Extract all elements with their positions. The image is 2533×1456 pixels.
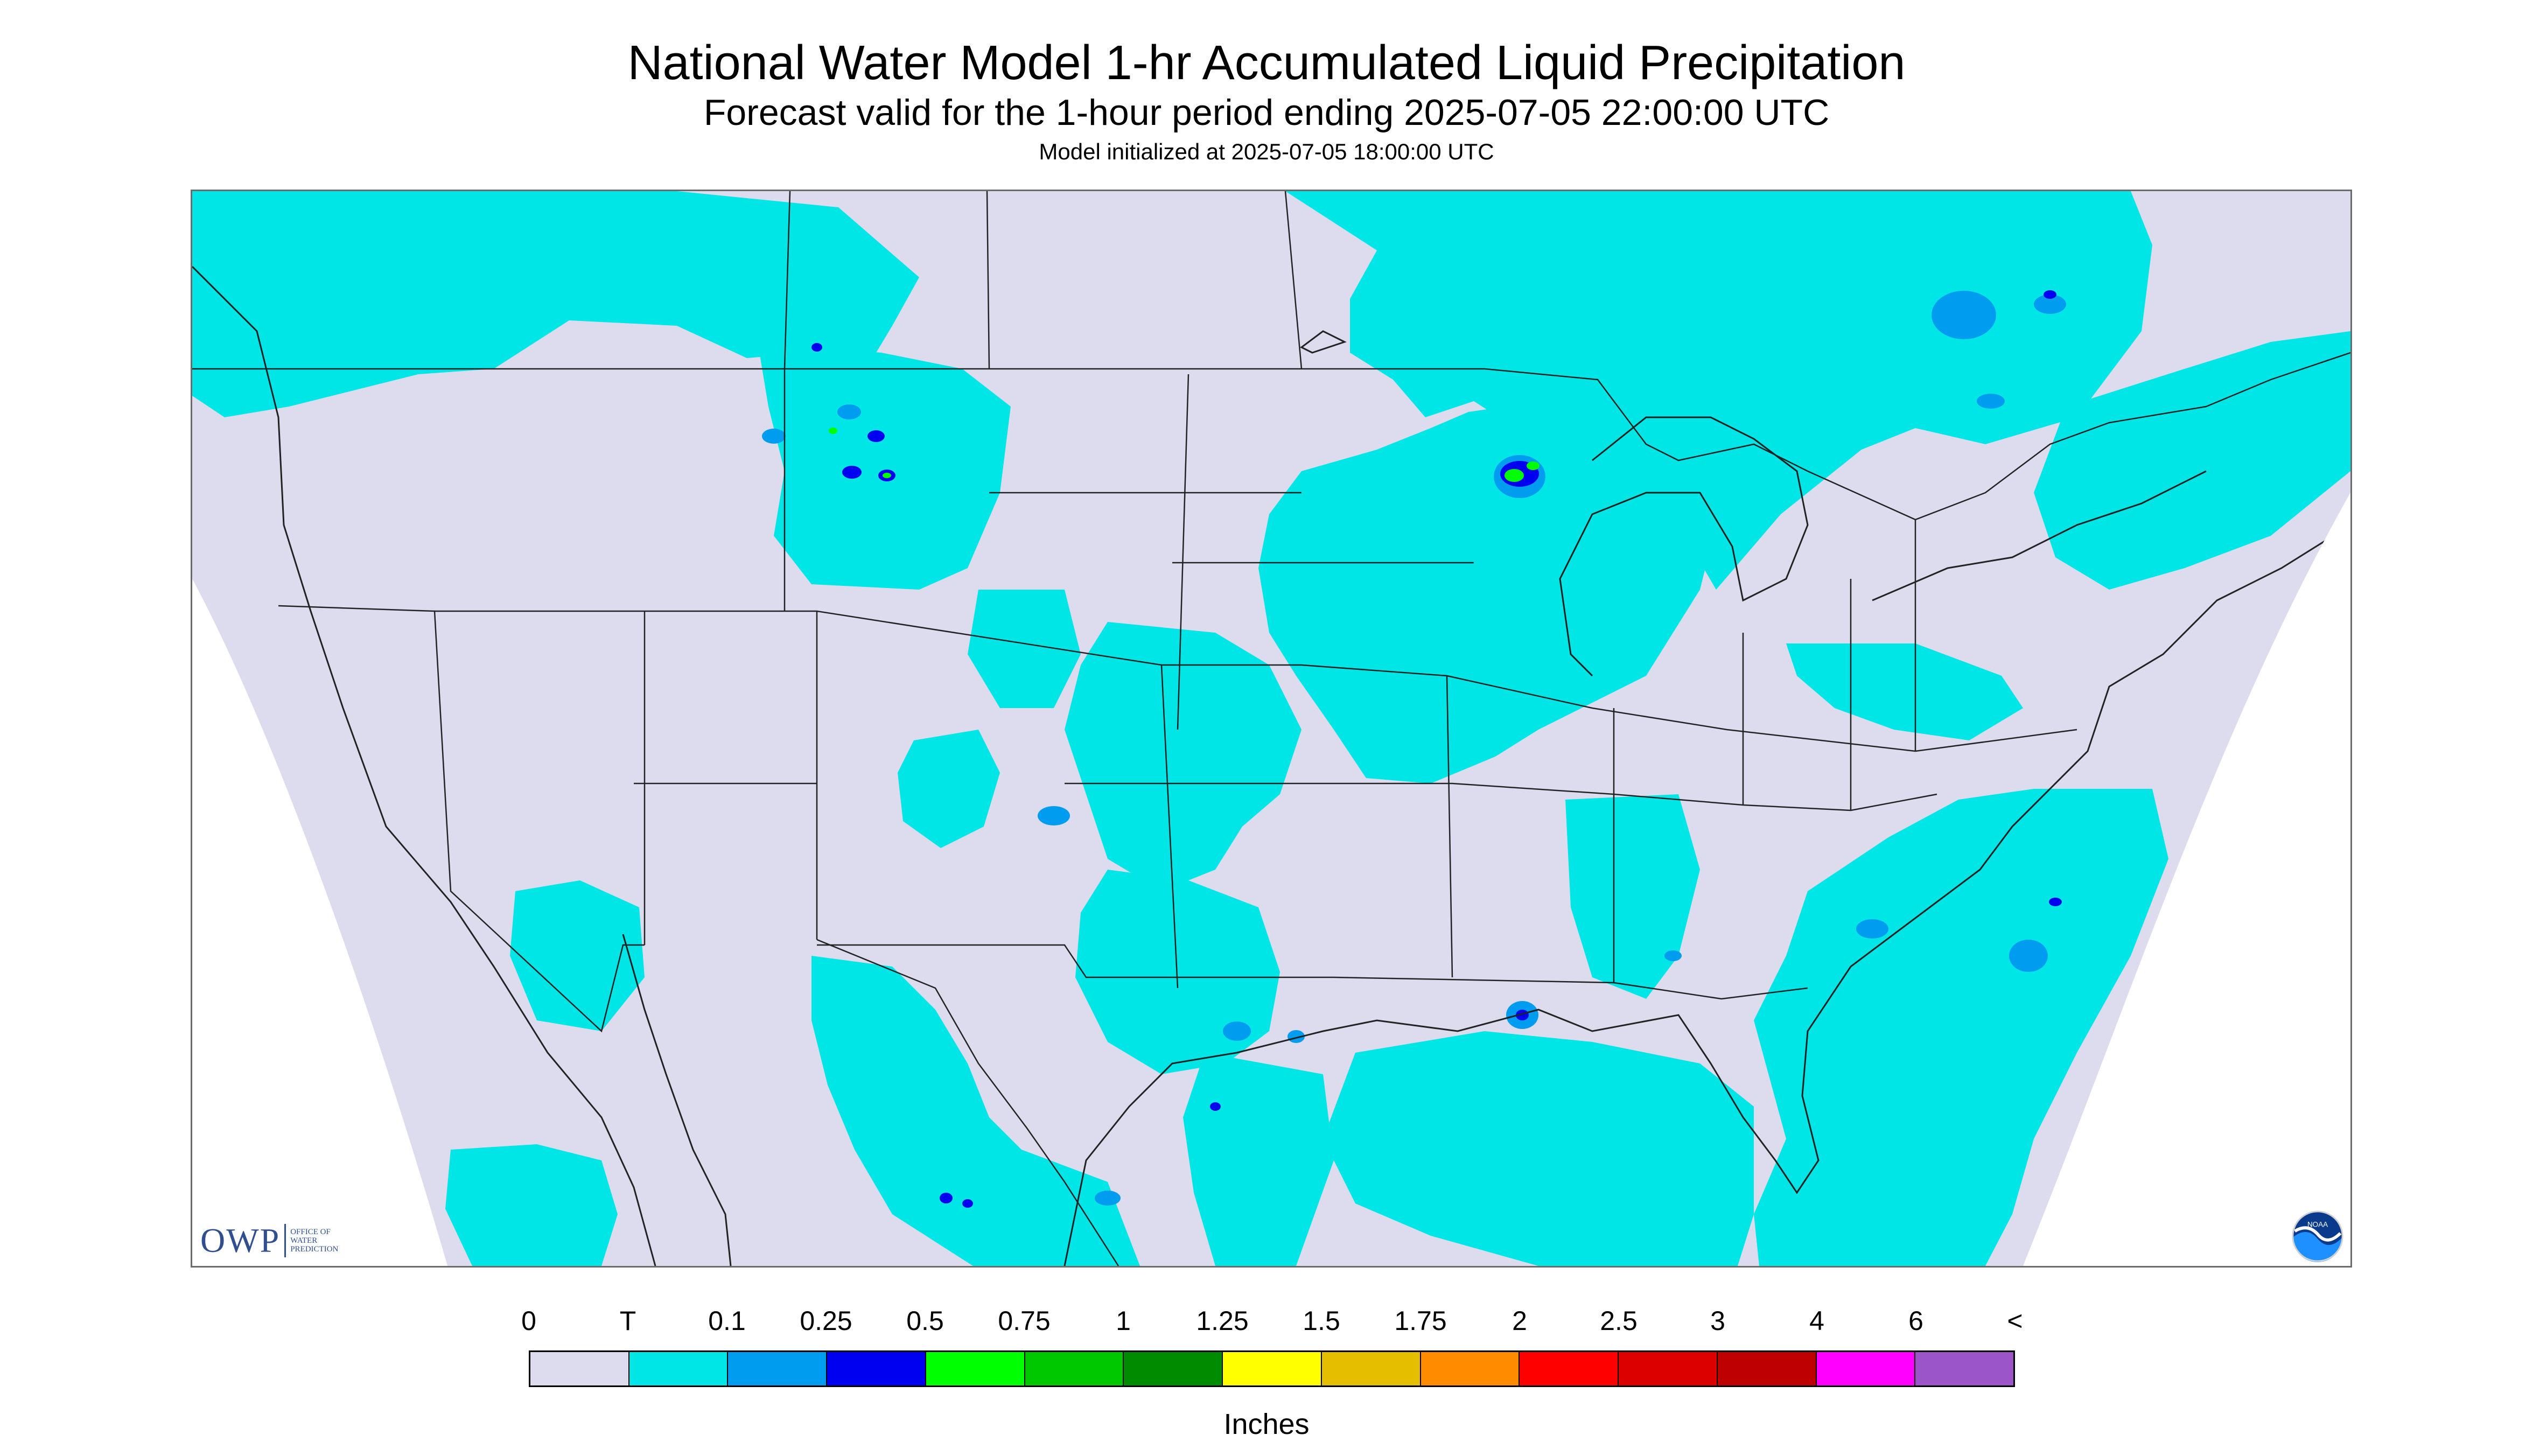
legend-swatch [728, 1352, 828, 1385]
legend-label: 2.5 [1600, 1306, 1638, 1336]
legend-units: Inches [1223, 1408, 1310, 1440]
legend-label: < [2007, 1306, 2023, 1336]
map-title: National Water Model 1-hr Accumulated Li… [627, 36, 1906, 90]
legend-label: T [619, 1306, 636, 1336]
noaa-logo-text: NOAA [2307, 1221, 2328, 1229]
precipitation-map [191, 190, 2352, 1268]
legend-label: 0 [521, 1306, 536, 1336]
legend-label: 2 [1512, 1306, 1527, 1336]
owp-sub-line: Office of [290, 1228, 331, 1236]
legend-swatch [629, 1352, 729, 1385]
owp-logo-divider [284, 1224, 286, 1257]
legend-label: 1.5 [1303, 1306, 1340, 1336]
outside-domain-left [192, 579, 447, 1266]
legend-swatch [1124, 1352, 1223, 1385]
owp-sub-line: Water [290, 1236, 318, 1245]
legend-swatch [1223, 1352, 1322, 1385]
legend-label: 1.25 [1196, 1306, 1249, 1336]
legend-label: 4 [1809, 1306, 1824, 1336]
legend-label: 0.75 [998, 1306, 1051, 1336]
legend-labels: 0 T 0.1 0.25 0.5 0.75 1 1.25 1.5 1.75 2 2.5 3 4 6 < [521, 1305, 2023, 1338]
legend-swatch [1321, 1352, 1421, 1385]
coastlines [192, 265, 2350, 1266]
legend-colorbar [529, 1350, 2015, 1387]
precip-trace-areas [192, 191, 2350, 1266]
legend-label: 1.75 [1394, 1306, 1447, 1336]
legend-swatch [1619, 1352, 1718, 1385]
noaa-logo: NOAA [2292, 1210, 2343, 1262]
legend-label: 0.5 [906, 1306, 944, 1336]
owp-logo-subtext: Office of Water Prediction [290, 1228, 338, 1254]
legend-label: 0.1 [708, 1306, 746, 1336]
legend-swatch [1717, 1352, 1817, 1385]
outside-domain-right [2023, 493, 2350, 1266]
legend-label: 6 [1908, 1306, 1923, 1336]
legend-swatch [1915, 1352, 2014, 1385]
owp-logo: OWP Office of Water Prediction [200, 1219, 338, 1262]
precip-light-rain-areas [762, 291, 2066, 1206]
legend-swatch [1421, 1352, 1520, 1385]
legend-swatch [827, 1352, 926, 1385]
model-init-text: Model initialized at 2025-07-05 18:00:00… [1039, 139, 1494, 164]
legend-label: 3 [1710, 1306, 1725, 1336]
legend-label: 1 [1116, 1306, 1131, 1336]
owp-sub-line: Prediction [290, 1245, 339, 1254]
precip-heavy-rain-areas [829, 428, 1540, 482]
legend-swatch [1520, 1352, 1619, 1385]
legend-swatch [1816, 1352, 1916, 1385]
legend-label: 0.25 [800, 1306, 852, 1336]
owp-logo-text: OWP [200, 1221, 281, 1259]
map-subtitle: Forecast valid for the 1-hour period end… [703, 92, 1830, 133]
legend-swatch [530, 1352, 629, 1385]
legend-swatch [926, 1352, 1025, 1385]
legend-swatch [1025, 1352, 1124, 1385]
